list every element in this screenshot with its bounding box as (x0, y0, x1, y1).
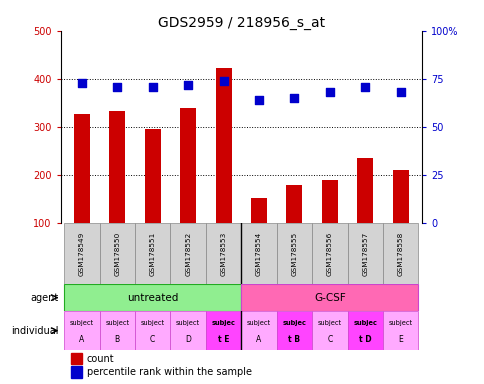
Text: subject: subject (388, 320, 412, 326)
Text: subject: subject (140, 320, 165, 326)
Bar (180, 108, 196, 223)
Text: subject: subject (317, 320, 341, 326)
FancyBboxPatch shape (64, 223, 99, 284)
FancyBboxPatch shape (241, 284, 418, 311)
FancyBboxPatch shape (135, 311, 170, 350)
Point (325, 89, 333, 96)
Text: D: D (185, 334, 191, 344)
Bar (392, 170, 408, 223)
Bar (357, 158, 373, 223)
Bar (71, 353, 81, 364)
Text: C: C (327, 334, 332, 344)
FancyBboxPatch shape (241, 223, 276, 284)
Point (361, 83, 368, 89)
Text: GSM178549: GSM178549 (79, 232, 85, 276)
FancyBboxPatch shape (382, 311, 418, 350)
FancyBboxPatch shape (347, 311, 382, 350)
Text: GSM178553: GSM178553 (220, 232, 226, 276)
Text: E: E (397, 334, 402, 344)
Text: GSM178550: GSM178550 (114, 232, 120, 276)
Point (184, 81, 192, 88)
Bar (321, 180, 337, 223)
FancyBboxPatch shape (276, 311, 312, 350)
Text: C: C (150, 334, 155, 344)
FancyBboxPatch shape (170, 223, 205, 284)
Text: A: A (79, 334, 84, 344)
Text: GSM178558: GSM178558 (397, 232, 403, 276)
FancyBboxPatch shape (64, 311, 99, 350)
Text: A: A (256, 334, 261, 344)
Text: t E: t E (217, 334, 229, 344)
Point (290, 95, 298, 101)
FancyBboxPatch shape (99, 223, 135, 284)
Text: GSM178556: GSM178556 (326, 232, 332, 276)
FancyBboxPatch shape (170, 311, 205, 350)
Point (113, 83, 121, 89)
Bar (74, 114, 90, 223)
Point (78, 79, 86, 86)
Text: GSM178552: GSM178552 (185, 232, 191, 276)
Bar (144, 129, 160, 223)
Bar (215, 68, 231, 223)
Text: GSM178555: GSM178555 (291, 232, 297, 276)
FancyBboxPatch shape (64, 284, 241, 311)
Text: subject: subject (70, 320, 94, 326)
FancyBboxPatch shape (312, 223, 347, 284)
Text: subjec: subjec (211, 320, 235, 326)
Text: count: count (87, 354, 114, 364)
FancyBboxPatch shape (205, 223, 241, 284)
FancyBboxPatch shape (276, 223, 312, 284)
Text: GSM178557: GSM178557 (362, 232, 367, 276)
Text: percentile rank within the sample: percentile rank within the sample (87, 367, 251, 377)
Text: GSM178551: GSM178551 (150, 232, 155, 276)
FancyBboxPatch shape (135, 223, 170, 284)
Text: t D: t D (358, 334, 371, 344)
FancyBboxPatch shape (241, 311, 276, 350)
FancyBboxPatch shape (99, 311, 135, 350)
FancyBboxPatch shape (347, 223, 382, 284)
Text: subject: subject (246, 320, 271, 326)
Bar (286, 185, 302, 223)
Text: GSM178554: GSM178554 (256, 232, 261, 276)
Bar (109, 111, 125, 223)
Text: subject: subject (176, 320, 200, 326)
Text: untreated: untreated (127, 293, 178, 303)
Point (255, 97, 262, 103)
FancyBboxPatch shape (312, 311, 347, 350)
Point (396, 89, 404, 96)
Text: B: B (115, 334, 120, 344)
Bar (251, 198, 266, 223)
FancyBboxPatch shape (205, 311, 241, 350)
Point (149, 83, 156, 89)
Point (219, 78, 227, 84)
Text: t B: t B (288, 334, 300, 344)
Text: subjec: subjec (353, 320, 377, 326)
FancyBboxPatch shape (382, 223, 418, 284)
Title: GDS2959 / 218956_s_at: GDS2959 / 218956_s_at (157, 16, 324, 30)
Text: G-CSF: G-CSF (313, 293, 345, 303)
Text: subjec: subjec (282, 320, 306, 326)
Text: individual: individual (11, 326, 59, 336)
Text: agent: agent (30, 293, 59, 303)
Bar (71, 366, 81, 378)
Text: subject: subject (105, 320, 129, 326)
